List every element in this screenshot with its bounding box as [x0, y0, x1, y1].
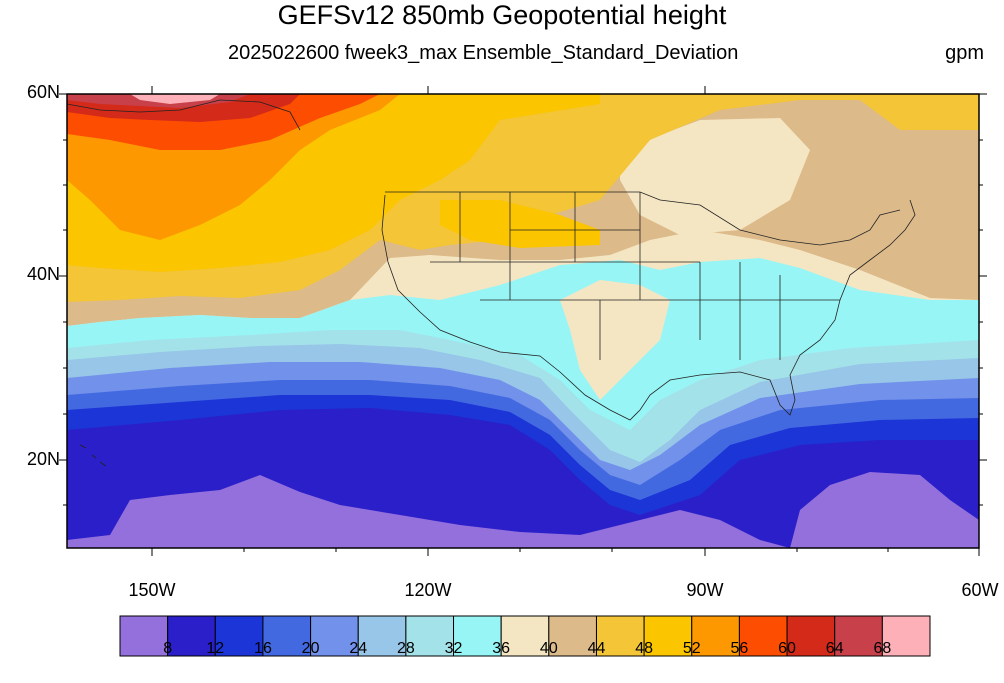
- color-bar-label: 20: [301, 640, 320, 657]
- color-bar-label: 28: [396, 640, 415, 657]
- band-lavender: [67, 475, 790, 548]
- color-bar-swatch: [881, 615, 931, 657]
- map-frame: [66, 93, 980, 549]
- color-bar-label: 60: [778, 640, 796, 657]
- color-bar-label: 32: [444, 640, 463, 657]
- color-bar-swatch: [405, 615, 455, 657]
- lat-label-60n: 60N: [26, 82, 60, 102]
- color-bar-label: 12: [206, 640, 225, 657]
- color-bar-swatch: [691, 615, 740, 657]
- color-bar-swatch: [167, 615, 216, 657]
- band-yellow-2: [440, 200, 600, 248]
- lon-label-90w: 90W: [686, 580, 724, 600]
- hawaii-islands: [79, 444, 107, 467]
- color-bar-swatch: [548, 615, 597, 657]
- band-cream-interior: [620, 118, 810, 235]
- color-bar-label: 56: [730, 640, 749, 657]
- color-bar-swatch: [310, 615, 359, 657]
- color-bar-label: 16: [254, 640, 272, 657]
- color-bar-label: 44: [587, 640, 606, 657]
- color-bar-swatch: [119, 615, 169, 657]
- color-bar-swatch: [453, 615, 502, 657]
- units-label: gpm: [945, 42, 984, 64]
- color-bar: [119, 615, 931, 657]
- lat-label-20n: 20N: [26, 449, 60, 469]
- color-bar-label: 8: [163, 640, 173, 657]
- alaska-coastline: [67, 99, 301, 131]
- map-subtitle: 2025022600 fweek3_max Ensemble_Standard_…: [228, 42, 739, 64]
- color-bar-label: 68: [873, 640, 892, 657]
- state-line-3: [699, 262, 840, 360]
- lon-label-150w: 150W: [128, 580, 176, 600]
- color-bar-label: 52: [682, 640, 701, 657]
- color-bar-label: 64: [825, 640, 844, 657]
- color-bar-label: 40: [539, 640, 558, 657]
- state-line-2: [430, 229, 700, 360]
- band-pink: [130, 94, 220, 104]
- boundary-lines: [67, 99, 916, 467]
- color-bar-swatch: [595, 615, 645, 657]
- lon-label-120w: 120W: [404, 580, 452, 600]
- lon-label-60w: 60W: [961, 580, 999, 600]
- color-bar-swatch: [500, 615, 550, 657]
- lat-label-40n: 40N: [26, 264, 60, 284]
- band-lavender-se: [790, 472, 979, 548]
- map-title: GEFSv12 850mb Geopotential height: [277, 0, 727, 30]
- color-bar-swatch: [786, 615, 836, 657]
- canada-border: [385, 191, 901, 246]
- axis-ticks: [59, 86, 987, 556]
- color-bar-label: 36: [492, 640, 511, 657]
- color-bar-swatch: [262, 615, 312, 657]
- color-bar-label: 48: [635, 640, 654, 657]
- contour-field: [67, 94, 979, 548]
- color-bar-swatch: [834, 615, 883, 657]
- color-bar-label: 24: [349, 640, 368, 657]
- color-bar-swatch: [357, 615, 407, 657]
- band-cream-plains: [560, 280, 670, 400]
- state-line-1: [459, 192, 641, 300]
- us-coastline: [381, 194, 916, 421]
